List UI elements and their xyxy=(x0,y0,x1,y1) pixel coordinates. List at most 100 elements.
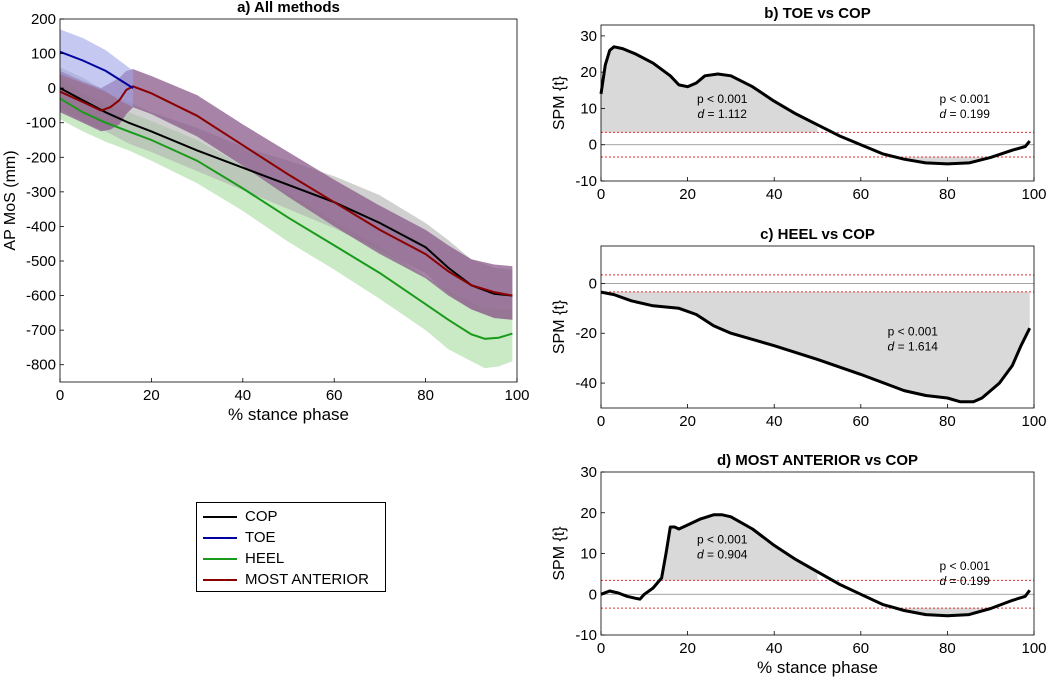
spm-cluster-d xyxy=(661,514,818,581)
panel-d-xlabel: % stance phase xyxy=(757,658,878,677)
panel-d-ytick-label: 30 xyxy=(580,464,597,481)
panel-a-ytick-label: -100 xyxy=(26,115,56,132)
series-band-toe xyxy=(60,29,134,108)
panel-b-ytick-label: 20 xyxy=(580,64,597,81)
panel-b-ytick-label: 30 xyxy=(580,28,597,45)
panel-c-xtick-label: 40 xyxy=(766,413,783,430)
legend-swatch-cop xyxy=(203,515,237,518)
panel-a-title: a) All methods xyxy=(237,0,340,16)
panel-b-frame xyxy=(600,24,1035,182)
panel-d-xtick-label: 80 xyxy=(939,640,956,657)
legend: COP TOE HEEL MOST ANTERIOR xyxy=(196,502,386,592)
panel-a-xlabel: % stance phase xyxy=(228,405,349,424)
panel-a-ytick-label: -800 xyxy=(26,357,56,374)
panel-b-xtick-label: 0 xyxy=(597,186,605,203)
panel-b-annotation-p: p < 0.001 xyxy=(940,92,991,106)
series-line-most-anterior xyxy=(60,85,513,297)
panel-d-spm-curve xyxy=(600,513,1031,618)
panel-d-xtick-label: 20 xyxy=(679,640,696,657)
panel-a-ytick-label: -600 xyxy=(26,288,56,305)
panel-d-ylabel: SPM {t} xyxy=(551,526,568,581)
panel-c-spm-curve xyxy=(600,290,1032,404)
panel-b-xtick-label: 80 xyxy=(939,186,956,203)
panel-b-title: b) TOE vs COP xyxy=(764,5,870,22)
panel-b-xtick-label: 100 xyxy=(1021,186,1046,203)
panel-a-ytick-label: 200 xyxy=(31,11,56,28)
panel-d-ytick-label: -10 xyxy=(575,627,597,644)
panel-b-annotation-d: d = 0.199 xyxy=(940,107,991,121)
panel-d-title: d) MOST ANTERIOR vs COP xyxy=(717,452,918,469)
panel-b-ytick-label: -10 xyxy=(575,173,597,190)
panel-c-ytick-label: 0 xyxy=(589,275,597,292)
legend-label-heel: HEEL xyxy=(245,550,285,567)
panel-b-ytick-label: 10 xyxy=(580,100,597,117)
panel-b-ylabel: SPM {t} xyxy=(551,75,568,130)
series-line-heel xyxy=(60,97,513,340)
panel-d-annotation-d: d = 0.904 xyxy=(697,547,748,561)
spm-cluster-c xyxy=(601,291,1030,402)
panel-d-ytick-label: 10 xyxy=(580,546,597,563)
legend-label-most-anterior: MOST ANTERIOR xyxy=(245,571,369,588)
panel-a-ytick-label: -400 xyxy=(26,218,56,235)
panel-a-ytick-label: -200 xyxy=(26,149,56,166)
panel-b-annotation-p: p < 0.001 xyxy=(697,92,748,106)
legend-swatch-toe xyxy=(203,536,237,539)
panel-a-ytick-label: -500 xyxy=(26,253,56,270)
panel-a-ytick-label: -700 xyxy=(26,322,56,339)
panel-c-frame xyxy=(600,245,1035,409)
panel-c-xtick-label: 80 xyxy=(939,413,956,430)
panel-b-xtick-label: 60 xyxy=(852,186,869,203)
panel-b-spm-curve xyxy=(599,45,1031,166)
panel-a-xtick-label: 100 xyxy=(504,387,529,404)
panel-c-ytick-label: -40 xyxy=(575,375,597,392)
panel-a-ytick-label: -300 xyxy=(26,184,56,201)
panel-d-xtick-label: 0 xyxy=(597,640,605,657)
legend-item-cop: COP xyxy=(197,506,385,527)
panel-a-ytick-label: 0 xyxy=(48,80,56,97)
panel-a-ytick-label: 100 xyxy=(31,46,56,63)
panel-c-xtick-label: 0 xyxy=(597,413,605,430)
panel-d-ytick-label: 20 xyxy=(580,505,597,522)
spm-cluster-b xyxy=(601,46,818,133)
panel-d-annotation-d: d = 0.199 xyxy=(940,574,991,588)
panel-c-annotation-d: d = 1.614 xyxy=(888,340,939,354)
panel-c-annotation-p: p < 0.001 xyxy=(888,325,939,339)
panel-b-xtick-label: 20 xyxy=(679,186,696,203)
panel-a-xtick-label: 60 xyxy=(326,387,343,404)
panel-a-frame xyxy=(59,18,518,383)
legend-item-heel: HEEL xyxy=(197,548,385,569)
panel-c-xtick-label: 100 xyxy=(1021,413,1046,430)
series-band-most-anterior xyxy=(60,69,513,320)
legend-item-most-anterior: MOST ANTERIOR xyxy=(197,569,385,590)
panel-b-clusters xyxy=(601,46,991,164)
panel-c-ylabel: SPM {t} xyxy=(551,299,568,354)
series-line-toe xyxy=(60,50,134,89)
panel-a-ylabel: AP MoS (mm) xyxy=(2,150,19,250)
panel-d-xtick-label: 40 xyxy=(766,640,783,657)
panel-c-ytick-label: -20 xyxy=(575,325,597,342)
panel-a-xtick-label: 40 xyxy=(234,387,251,404)
panel-a: 0 20 40 60 80 100 200 100 0 -100 -200 -300 -400 -500 -… xyxy=(2,0,530,424)
panel-c-clusters xyxy=(601,291,1030,402)
legend-swatch-most-anterior xyxy=(203,578,237,581)
panel-b-ytick-label: 0 xyxy=(589,137,597,154)
panel-d-annotation-p: p < 0.001 xyxy=(697,532,748,546)
panel-c-xtick-label: 60 xyxy=(852,413,869,430)
panel-d-ytick-label: 0 xyxy=(589,586,597,603)
panel-a-xtick-label: 80 xyxy=(417,387,434,404)
legend-label-toe: TOE xyxy=(245,529,276,546)
panel-a-xtick-label: 0 xyxy=(56,387,64,404)
legend-label-cop: COP xyxy=(245,508,278,525)
panel-a-xtick-label: 20 xyxy=(143,387,160,404)
legend-swatch-heel xyxy=(203,557,237,560)
panel-a-plot-area xyxy=(60,29,513,369)
legend-item-toe: TOE xyxy=(197,527,385,548)
panel-d-annotation-p: p < 0.001 xyxy=(940,559,991,573)
panel-d-xtick-label: 100 xyxy=(1021,640,1046,657)
panel-b-xtick-label: 40 xyxy=(766,186,783,203)
panel-c-title: c) HEEL vs COP xyxy=(760,226,875,243)
